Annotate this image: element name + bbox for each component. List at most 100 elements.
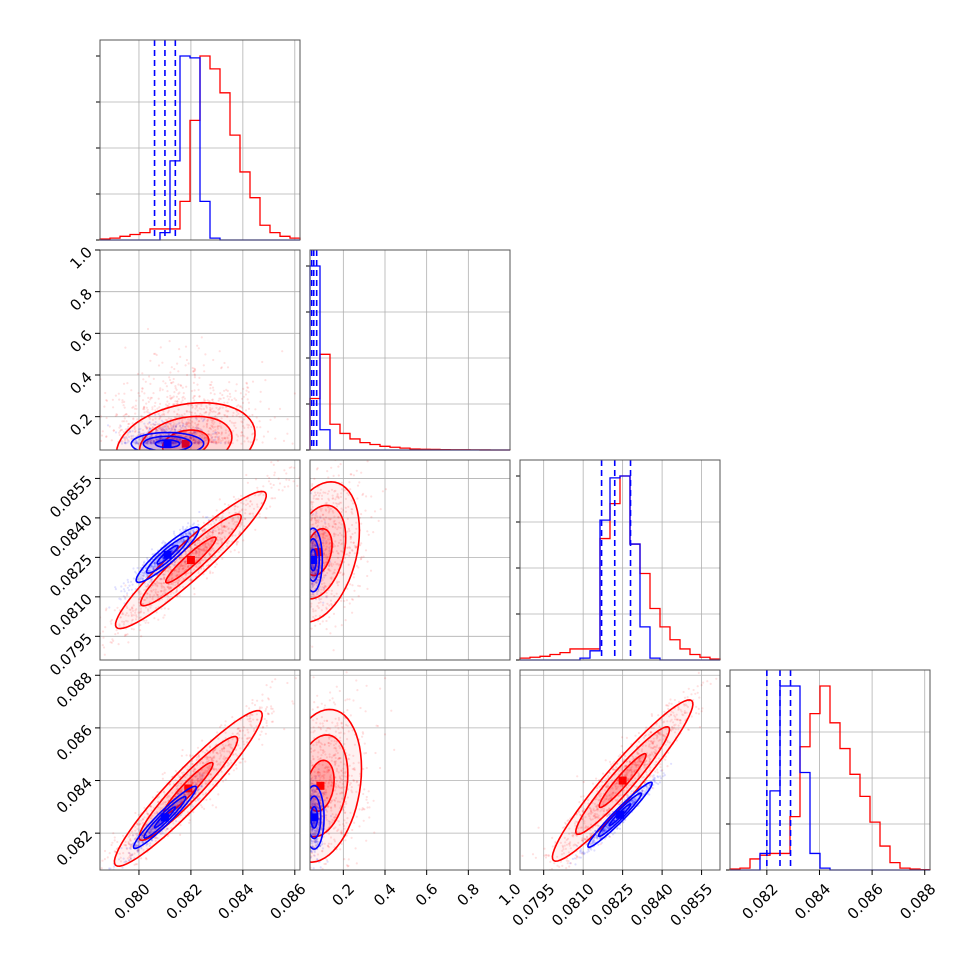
scatter-point <box>182 395 185 398</box>
scatter-point <box>208 746 212 749</box>
scatter-point <box>155 353 158 357</box>
scatter-point <box>134 811 137 815</box>
scatter-point <box>169 422 172 425</box>
scatter-point <box>140 835 144 838</box>
scatter-point <box>327 522 330 526</box>
scatter-point <box>134 614 138 617</box>
scatter-point <box>179 800 183 803</box>
scatter-point <box>224 442 227 445</box>
scatter-point <box>136 442 139 445</box>
scatter-panel-2-0 <box>99 459 301 661</box>
scatter-point <box>301 603 303 605</box>
scatter-point <box>162 427 165 430</box>
scatter-point <box>223 436 226 439</box>
scatter-point <box>129 847 132 851</box>
scatter-point <box>180 564 183 567</box>
scatter-point <box>310 501 313 504</box>
scatter-point <box>187 792 190 796</box>
scatter-point <box>195 426 198 429</box>
scatter-point <box>142 603 145 606</box>
scatter-point <box>145 426 148 429</box>
scatter-point <box>277 477 280 480</box>
scatter-point <box>225 545 228 548</box>
scatter-point <box>194 543 197 547</box>
scatter-point <box>137 442 140 445</box>
scatter-point <box>138 823 141 826</box>
scatter-point <box>193 431 196 434</box>
scatter-point <box>157 364 161 367</box>
scatter-point <box>131 618 134 621</box>
scatter-point <box>173 428 177 431</box>
scatter-point <box>195 764 198 767</box>
scatter-point <box>161 585 164 588</box>
scatter-point <box>180 384 183 387</box>
scatter-point <box>341 509 345 512</box>
scatter-point <box>180 788 183 791</box>
scatter-point <box>195 549 198 553</box>
scatter-point <box>122 623 125 626</box>
scatter-point <box>336 556 340 560</box>
scatter-point <box>137 431 140 434</box>
scatter-point <box>362 555 365 558</box>
scatter-point <box>306 560 308 562</box>
scatter-point <box>230 761 233 764</box>
scatter-point <box>134 609 137 612</box>
scatter-point <box>174 769 177 773</box>
scatter-point <box>197 427 200 430</box>
scatter-point <box>118 597 121 600</box>
scatter-point <box>208 756 211 759</box>
scatter-point <box>185 532 188 535</box>
scatter-point <box>160 426 163 429</box>
scatter-point <box>159 437 162 440</box>
scatter-point <box>231 520 234 523</box>
scatter-point <box>194 565 197 568</box>
scatter-point <box>198 395 201 398</box>
scatter-point <box>125 619 128 622</box>
scatter-point <box>178 565 182 568</box>
scatter-point <box>175 395 178 398</box>
scatter-point <box>217 399 220 402</box>
scatter-point <box>317 519 320 522</box>
scatter-point <box>203 437 206 441</box>
scatter-point <box>209 570 212 573</box>
scatter-point <box>251 702 254 705</box>
scatter-point <box>138 843 141 846</box>
scatter-point <box>153 440 156 443</box>
scatter-point <box>151 439 154 443</box>
scatter-point <box>307 550 309 552</box>
scatter-point <box>157 596 160 599</box>
scatter-point <box>158 414 161 417</box>
scatter-point <box>166 834 169 838</box>
scatter-point <box>180 440 183 443</box>
scatter-point <box>300 546 302 548</box>
scatter-point <box>125 860 128 864</box>
scatter-point <box>228 532 231 535</box>
scatter-point <box>198 510 201 514</box>
scatter-point <box>213 415 217 418</box>
scatter-point <box>167 417 170 420</box>
scatter-point <box>176 438 179 441</box>
scatter-point <box>174 430 177 433</box>
scatter-point <box>129 845 133 848</box>
scatter-point <box>190 424 193 427</box>
scatter-point <box>188 532 192 535</box>
scatter-point <box>173 367 176 371</box>
scatter-point <box>154 588 157 591</box>
scatter-point <box>162 573 165 576</box>
scatter-point <box>300 587 302 589</box>
scatter-point <box>151 566 154 569</box>
scatter-point <box>176 400 179 403</box>
scatter-point <box>201 773 204 776</box>
scatter-point <box>162 832 165 835</box>
scatter-point <box>238 729 242 732</box>
scatter-point <box>210 548 213 551</box>
scatter-point <box>119 860 123 863</box>
scatter-point <box>248 717 251 721</box>
scatter-point <box>195 417 198 420</box>
scatter-point <box>307 531 309 533</box>
scatter-point <box>163 582 166 585</box>
scatter-point <box>312 594 315 597</box>
scatter-point <box>238 730 241 733</box>
scatter-point <box>223 758 226 762</box>
scatter-point <box>312 497 315 500</box>
